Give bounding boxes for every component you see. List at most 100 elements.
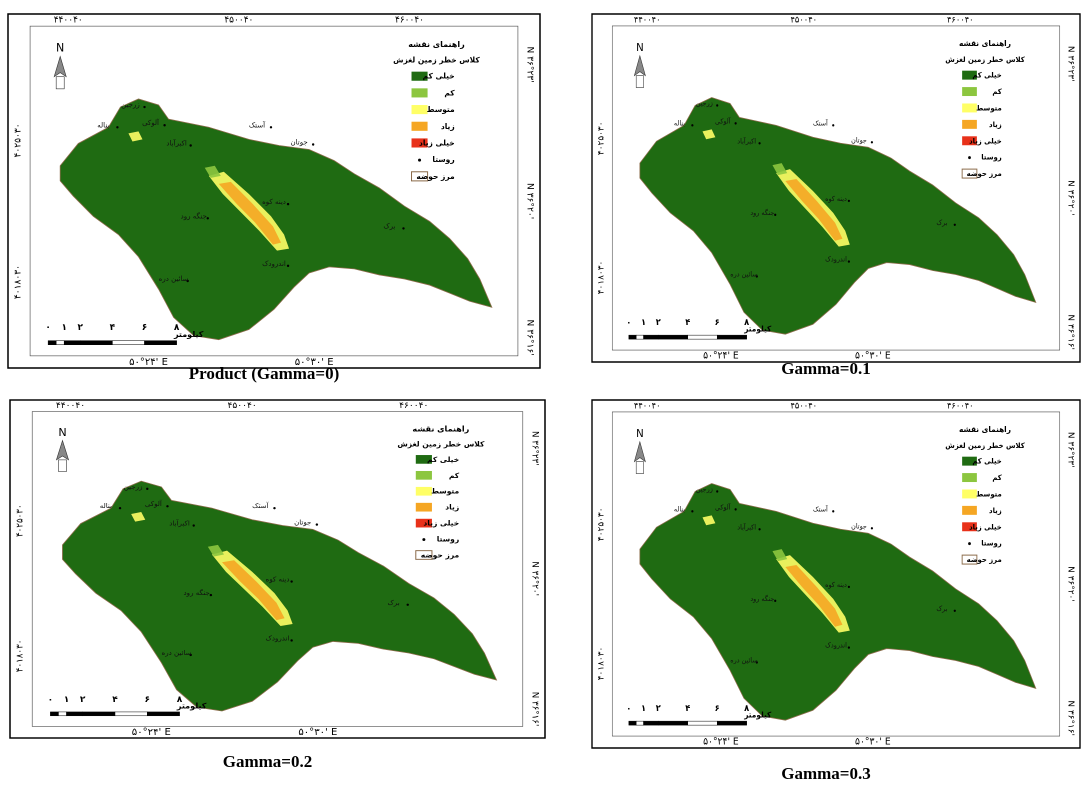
legend-label: متوسط <box>976 103 1002 112</box>
legend-label: زیاد <box>445 503 459 512</box>
legend-label: خیلی کم <box>972 70 1001 79</box>
village-dot <box>953 609 956 612</box>
village-label: زرجین <box>124 483 143 491</box>
scale-tick: ۲ <box>78 323 84 333</box>
village-label: جوتان <box>851 136 867 144</box>
easting-label: ۴۶۰۰۴۰ <box>395 16 424 26</box>
legend-label: مرز حوضه <box>967 169 1002 178</box>
latitude-label: N ۳۶°۲۳' <box>1066 432 1076 468</box>
legend-subtitle: کلاس خطر زمین لغزش <box>393 56 480 65</box>
hazard-zone <box>702 515 716 526</box>
village-label: آستک <box>252 501 269 510</box>
village-dot <box>774 599 777 603</box>
village-dot <box>847 199 850 203</box>
northing-label: ۴۰۲۵۰۳۰ <box>14 123 24 157</box>
village-label: جنگه رود <box>184 588 210 597</box>
panel-caption: Gamma=0.2 <box>223 752 312 771</box>
hazard-zone <box>772 549 788 562</box>
village-dot <box>189 144 192 147</box>
scale-tick: ۸ <box>177 695 183 705</box>
village-label: زرجین <box>696 485 713 493</box>
legend-label: مرز حوضه <box>416 172 455 181</box>
legend-label: خیلی زیاد <box>969 136 1002 145</box>
scale-segment <box>716 720 747 726</box>
north-arrow-base <box>635 75 644 88</box>
hazard-zone <box>128 131 143 142</box>
legend-subtitle: کلاس خطر زمین لغزش <box>945 441 1025 450</box>
village-dot <box>755 661 758 664</box>
village-dot <box>166 505 169 508</box>
scale-tick: ۰ <box>626 704 631 714</box>
north-arrow <box>633 54 646 77</box>
basin <box>639 97 1037 335</box>
village-dot <box>290 639 293 642</box>
northing-label: ۴۰۱۸۰۳۰ <box>597 647 607 681</box>
north-label: N <box>56 41 64 54</box>
village-label: برک <box>387 599 399 607</box>
scale-tick: ۶ <box>715 704 720 714</box>
legend-label: متوسط <box>427 105 455 114</box>
village-dot <box>847 585 850 589</box>
scale-segment <box>147 711 180 717</box>
legend-swatch <box>415 550 433 560</box>
scale-segment <box>658 334 688 340</box>
legend-label: خیلی زیاد <box>423 519 459 528</box>
scale-segment <box>643 720 659 726</box>
map-panel: ۴۴۰۰۴۰ ۴۵۰۰۴۰ ۴۶۰۰۴۰ ۴۰۲۵۰۳۰ ۴۰۱۸۰۳۰ N ۳۶°۲۳'… <box>591 13 1081 363</box>
scale-segment <box>687 720 718 726</box>
village-label: اکبرآباد <box>166 138 186 147</box>
village-label: برک <box>936 605 947 613</box>
scale-segment <box>628 334 637 340</box>
latitude-label: N ۳۶°۲۳' <box>529 431 539 466</box>
scale-tick: ۱ <box>61 323 67 333</box>
legend-swatch <box>418 158 422 162</box>
scale-unit: کیلومتر <box>743 324 772 333</box>
legend-swatch <box>411 171 429 182</box>
legend-swatch <box>411 71 428 81</box>
village-label: آستک <box>249 120 266 129</box>
easting-label: ۴۵۰۰۴۰ <box>790 15 817 25</box>
hazard-zone <box>204 165 221 178</box>
legend-label: متوسط <box>976 489 1002 498</box>
village-dot <box>192 524 195 527</box>
village-dot <box>758 142 761 145</box>
village-label: آلوکی <box>715 502 732 511</box>
village-label: اکبرآباد <box>737 522 756 531</box>
scale-segment <box>628 720 637 726</box>
legend-label: کم <box>449 471 460 480</box>
village-label: جنگه رود <box>750 595 774 603</box>
village-label: آلوکی <box>145 499 163 508</box>
village-dot <box>273 507 276 510</box>
longitude-label: ۵۰°۲۴' E <box>132 727 171 738</box>
legend-swatch <box>968 542 971 546</box>
village-dot <box>832 124 835 127</box>
legend-swatch <box>962 505 977 515</box>
village-dot <box>691 124 694 127</box>
latitude-label: N ۳۶°۲۳' <box>524 46 534 82</box>
easting-label: ۴۴۰۰۴۰ <box>634 401 661 411</box>
hazard-zone <box>207 544 224 557</box>
legend-swatch <box>962 119 977 129</box>
village-dot <box>286 202 290 206</box>
legend-label: کم <box>992 87 1002 96</box>
village-label: بناله <box>674 505 685 513</box>
northing-label: ۴۰۱۸۰۳۰ <box>14 265 24 299</box>
scale-segment <box>635 720 644 726</box>
north-label: N <box>636 428 644 440</box>
scale-segment <box>643 334 659 340</box>
hazard-zone <box>221 560 285 621</box>
legend-swatch <box>411 105 428 115</box>
village-label: سائین دره <box>730 656 758 664</box>
village-dot <box>734 508 737 511</box>
village-label: برک <box>936 219 947 227</box>
village-label: جوتان <box>294 519 311 527</box>
legend-swatch <box>411 138 428 148</box>
basin <box>59 98 493 341</box>
village-dot <box>758 528 761 531</box>
scale-segment <box>50 711 59 717</box>
neatline <box>611 25 1061 351</box>
legend-subtitle: کلاس خطر زمین لغزش <box>945 55 1025 64</box>
village-label: سائین دره <box>159 274 189 283</box>
easting-label: ۴۶۰۰۴۰ <box>947 15 974 25</box>
